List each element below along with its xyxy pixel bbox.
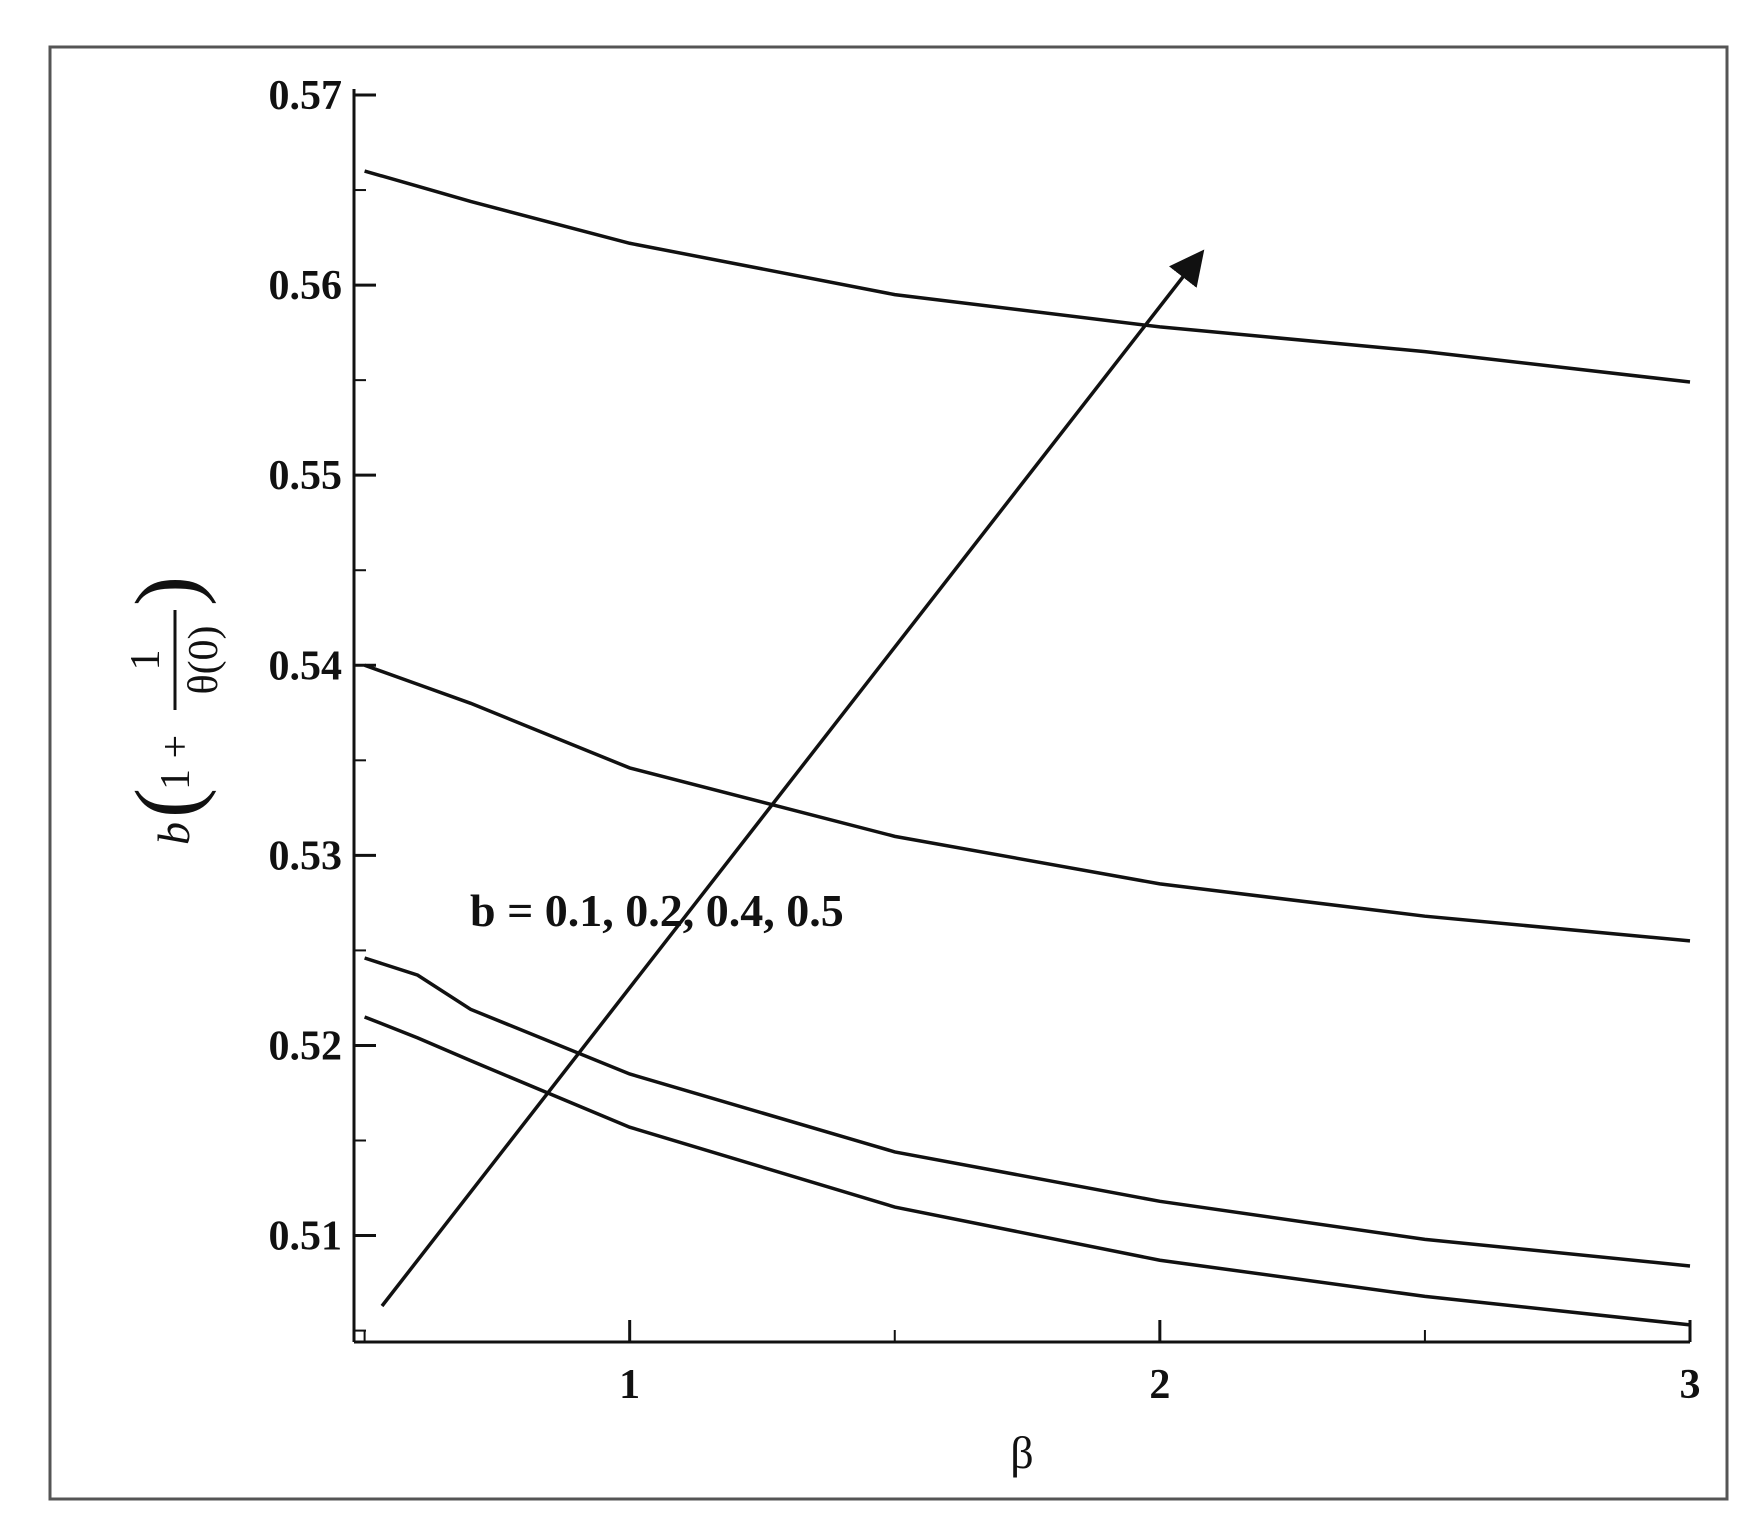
- line: [363, 1015, 1691, 1327]
- y-label-lead: 1 +: [153, 735, 199, 790]
- x-tick-label: 1: [619, 1362, 640, 1408]
- y-tick-label: 0.56: [269, 263, 343, 309]
- y-tick-label: 0.53: [269, 833, 343, 879]
- y-label-prefix: b: [148, 822, 199, 845]
- line: [364, 663, 1691, 943]
- x-axis-label: β: [1010, 1427, 1033, 1478]
- y-tick-label: 0.52: [269, 1023, 343, 1069]
- y-tick-label: 0.51: [269, 1214, 343, 1260]
- x-tick-label: 3: [1680, 1362, 1701, 1408]
- y-tick-label: 0.57: [269, 73, 343, 119]
- line: [364, 169, 1691, 384]
- frame: [48, 45, 1729, 1501]
- line: [364, 956, 1691, 1268]
- y-label-denominator: θ(0): [181, 625, 227, 694]
- annotation: b = 0.1, 0.2, 0.4, 0.5: [470, 885, 844, 936]
- y-label-paren: ): [118, 576, 217, 606]
- annotation-arrow: [380, 249, 1205, 1308]
- x-tick-label: 2: [1149, 1362, 1170, 1408]
- y-tick-label: 0.55: [269, 453, 343, 499]
- y-axis-label: b ( 1 + 1 θ(0) ): [118, 576, 227, 845]
- y-tick-label: 0.54: [269, 643, 343, 689]
- y-label-numerator: 1: [123, 650, 169, 671]
- y-label-paren: (: [118, 788, 217, 818]
